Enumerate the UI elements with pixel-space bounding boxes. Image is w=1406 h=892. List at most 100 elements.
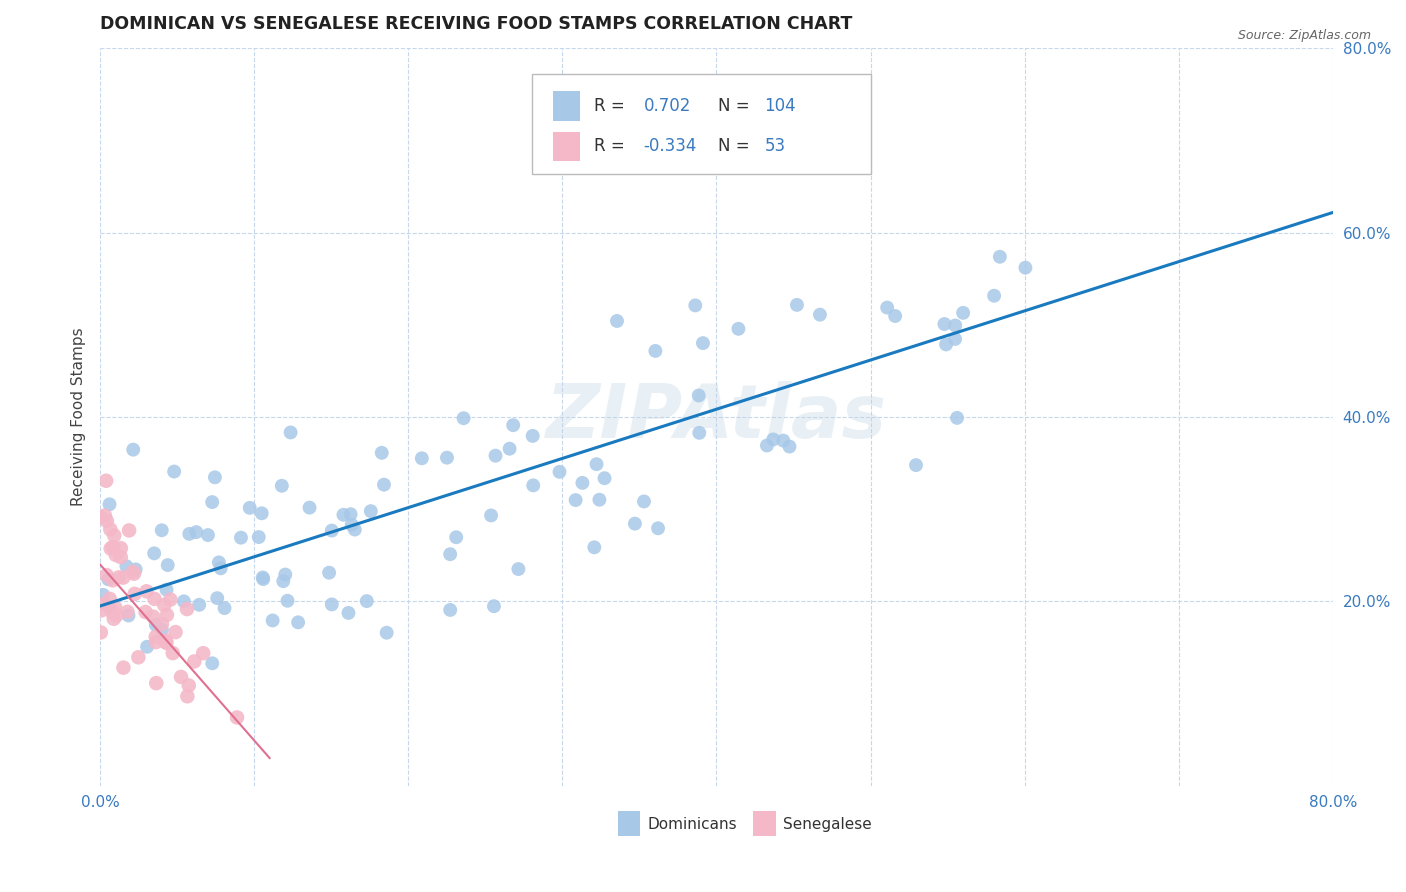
Point: [262, 614, 284, 628]
Point: [252, 570, 274, 584]
Point: [142, 609, 165, 624]
Text: -0.334: -0.334: [644, 137, 697, 155]
Point: [482, 599, 505, 614]
Point: [145, 676, 167, 690]
Point: [508, 562, 530, 576]
Point: [943, 318, 966, 333]
Text: DOMINICAN VS SENEGALESE RECEIVING FOOD STAMPS CORRELATION CHART: DOMINICAN VS SENEGALESE RECEIVING FOOD S…: [100, 15, 852, 33]
Point: [136, 640, 159, 654]
Point: [201, 495, 224, 509]
Point: [98, 599, 121, 614]
Point: [624, 516, 647, 531]
Point: [229, 531, 252, 545]
Point: [155, 634, 177, 648]
Point: [606, 314, 628, 328]
Point: [90, 510, 112, 524]
Point: [484, 449, 506, 463]
Point: [727, 322, 749, 336]
Text: Senegalese: Senegalese: [783, 816, 872, 831]
Point: [685, 298, 707, 312]
Point: [287, 615, 309, 630]
Point: [214, 601, 236, 615]
Point: [101, 574, 124, 588]
Point: [934, 317, 956, 331]
FancyBboxPatch shape: [531, 74, 870, 174]
Point: [411, 451, 433, 466]
Point: [340, 517, 363, 532]
Point: [98, 591, 121, 606]
Point: [201, 657, 224, 671]
Point: [453, 411, 475, 425]
Point: [204, 470, 226, 484]
Point: [127, 650, 149, 665]
Point: [103, 612, 125, 626]
Point: [183, 655, 205, 669]
Point: [321, 524, 343, 538]
Point: [170, 670, 193, 684]
Point: [548, 465, 571, 479]
Point: [94, 508, 117, 523]
Point: [439, 603, 461, 617]
Point: [270, 479, 292, 493]
Point: [104, 548, 127, 562]
Point: [321, 598, 343, 612]
Point: [876, 301, 898, 315]
Point: [177, 678, 200, 692]
Point: [124, 587, 146, 601]
Point: [98, 497, 121, 511]
Text: N =: N =: [717, 97, 749, 115]
Point: [193, 646, 215, 660]
Point: [935, 337, 957, 351]
Point: [98, 522, 121, 536]
Point: [209, 561, 232, 575]
Text: 104: 104: [765, 97, 796, 115]
Point: [155, 582, 177, 597]
Point: [593, 471, 616, 485]
Point: [150, 617, 173, 632]
Point: [91, 588, 114, 602]
Point: [135, 605, 157, 619]
Point: [208, 555, 231, 569]
Point: [96, 514, 118, 528]
Point: [91, 597, 114, 611]
Point: [588, 492, 610, 507]
Text: Source: ZipAtlas.com: Source: ZipAtlas.com: [1237, 29, 1371, 42]
Point: [952, 306, 974, 320]
Point: [988, 250, 1011, 264]
Point: [688, 388, 710, 402]
Point: [117, 605, 139, 619]
Point: [479, 508, 502, 523]
Point: [583, 541, 606, 555]
Point: [97, 572, 120, 586]
Point: [156, 607, 179, 622]
Point: [239, 500, 262, 515]
Bar: [553, 91, 579, 120]
Point: [343, 523, 366, 537]
Point: [360, 504, 382, 518]
Point: [150, 623, 173, 637]
Point: [339, 507, 361, 521]
Point: [112, 571, 135, 585]
Point: [755, 438, 778, 452]
Point: [153, 598, 176, 612]
Point: [143, 546, 166, 560]
Point: [280, 425, 302, 440]
Point: [692, 336, 714, 351]
Point: [156, 558, 179, 572]
Point: [688, 425, 710, 440]
Point: [522, 429, 544, 443]
Point: [188, 598, 211, 612]
Point: [436, 450, 458, 465]
Point: [145, 635, 167, 649]
Point: [124, 562, 146, 576]
Point: [772, 434, 794, 448]
Point: [884, 309, 907, 323]
Point: [439, 547, 461, 561]
Point: [274, 567, 297, 582]
Text: Dominicans: Dominicans: [647, 816, 737, 831]
Point: [498, 442, 520, 456]
Point: [946, 410, 969, 425]
Point: [117, 608, 139, 623]
Point: [105, 608, 128, 623]
Point: [332, 508, 354, 522]
